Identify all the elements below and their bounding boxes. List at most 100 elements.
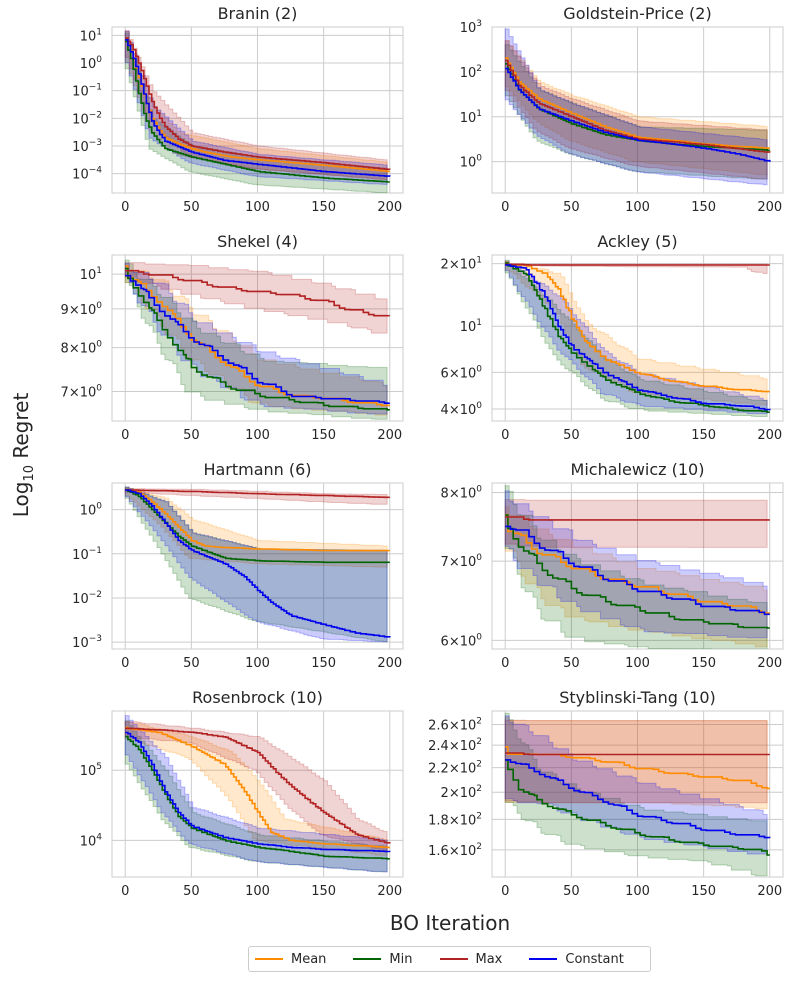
y-tick-label: 101: [460, 318, 482, 335]
y-tick-exponent: −3: [89, 634, 102, 644]
y-tick-label: 103: [460, 19, 482, 36]
y-tick-base: 1.8×10: [428, 813, 476, 828]
y-tick-label: 10−1: [72, 83, 102, 100]
x-tick-label: 200: [757, 656, 782, 671]
legend-item-min: Min: [353, 951, 413, 967]
y-tick-exponent: 0: [96, 340, 102, 350]
band-max: [124, 488, 388, 505]
x-tick-label: 200: [757, 884, 782, 899]
y-tick-label: 7×100: [441, 553, 483, 570]
y-tick-exponent: 0: [476, 364, 482, 374]
y-tick-label: 1.6×102: [428, 842, 482, 859]
y-tick-base: 8×10: [61, 342, 97, 357]
band-min: [124, 259, 388, 420]
band-mean: [504, 261, 768, 406]
y-axis-title-prefix: Log: [9, 482, 33, 518]
band-mean: [504, 716, 768, 810]
subplot-styblinski-tang-10: 0 50 100 150 2002.6×1022.4×1022.2×1022×1021.…: [428, 688, 784, 899]
y-tick-base: 6×10: [441, 366, 477, 381]
subplot-grid: 0 50 100 150 20010110010−110−210−310−4Branin…: [61, 4, 784, 899]
y-tick-exponent: 2: [476, 842, 482, 852]
y-tick-exponent: 3: [476, 19, 482, 29]
y-tick-exponent: 4: [96, 832, 102, 842]
line-min: [125, 267, 390, 411]
subplot-title: Hartmann (6): [203, 460, 311, 479]
y-tick-exponent: −1: [89, 546, 102, 556]
y-tick-exponent: 0: [476, 485, 482, 495]
y-tick-label: 105: [80, 762, 102, 779]
x-tick-label: 150: [691, 428, 716, 443]
y-tick-exponent: 1: [476, 109, 482, 119]
line-max: [505, 263, 770, 266]
band-min: [504, 485, 768, 649]
y-tick-label: 2.4×102: [428, 737, 482, 754]
y-tick-exponent: 2: [476, 784, 482, 794]
y-tick-label: 10−2: [72, 590, 102, 607]
y-tick-label: 10−2: [72, 110, 102, 127]
y-tick-exponent: −3: [89, 138, 102, 148]
legend-item-constant: Constant: [529, 951, 624, 967]
x-tick-label: 0: [121, 200, 129, 215]
x-tick-label: 200: [757, 200, 782, 215]
x-tick-label: 50: [563, 200, 580, 215]
line-min: [125, 40, 390, 183]
subplot-title: Goldstein-Price (2): [563, 4, 711, 23]
y-tick-base: 10: [80, 268, 97, 283]
y-tick-base: 10: [72, 168, 89, 183]
y-tick-base: 10: [72, 112, 89, 127]
line-min: [125, 735, 390, 860]
series-layer-ackley-5: [504, 259, 771, 417]
band-mean: [124, 486, 388, 568]
y-tick-exponent: 0: [476, 553, 482, 563]
y-tick-exponent: 2: [476, 811, 482, 821]
y-tick-base: 2×10: [441, 786, 477, 801]
band-constant: [504, 260, 768, 415]
line-mean: [125, 726, 390, 849]
subplot-title: Shekel (4): [217, 232, 298, 251]
x-axis-title: BO Iteration: [390, 911, 510, 935]
subplot-goldstein-price-2: 0 50 100 150 200103102101100Goldstein-Price …: [460, 4, 784, 215]
line-max: [125, 269, 390, 317]
band-min: [504, 259, 768, 417]
legend-swatch-mean: [255, 958, 283, 960]
y-tick-label: 10−3: [72, 634, 102, 651]
band-max: [124, 721, 388, 851]
y-tick-base: 4×10: [441, 403, 477, 418]
y-tick-exponent: 0: [96, 55, 102, 65]
y-tick-exponent: 2: [476, 760, 482, 770]
y-tick-exponent: 0: [96, 301, 102, 311]
x-tick-label: 100: [245, 656, 270, 671]
y-tick-base: 10: [460, 66, 477, 81]
y-tick-label: 104: [80, 832, 103, 849]
x-tick-label: 100: [245, 200, 270, 215]
x-tick-label: 200: [377, 884, 402, 899]
y-tick-label: 2.6×102: [428, 717, 482, 734]
x-tick-label: 0: [121, 656, 129, 671]
y-tick-base: 10: [460, 156, 477, 171]
y-tick-base: 10: [80, 29, 97, 44]
y-tick-base: 7×10: [61, 386, 97, 401]
y-tick-base: 2.4×10: [428, 739, 476, 754]
legend-label-min: Min: [389, 951, 413, 967]
series-layer-shekel-4: [124, 259, 390, 420]
line-mean: [505, 261, 770, 393]
x-tick-label: 0: [121, 428, 129, 443]
band-mean: [504, 40, 768, 176]
x-tick-label: 200: [377, 200, 402, 215]
y-tick-base: 10: [72, 85, 89, 100]
legend-label-constant: Constant: [565, 951, 624, 967]
x-tick-label: 100: [625, 884, 650, 899]
band-max: [504, 499, 768, 548]
x-tick-label: 150: [691, 200, 716, 215]
subplot-title: Michalewicz (10): [571, 460, 705, 479]
y-tick-exponent: 2: [476, 737, 482, 747]
band-max: [504, 719, 768, 804]
band-min: [124, 486, 388, 642]
legend-item-max: Max: [439, 952, 502, 967]
y-tick-base: 9×10: [61, 303, 97, 318]
x-tick-label: 150: [311, 200, 336, 215]
